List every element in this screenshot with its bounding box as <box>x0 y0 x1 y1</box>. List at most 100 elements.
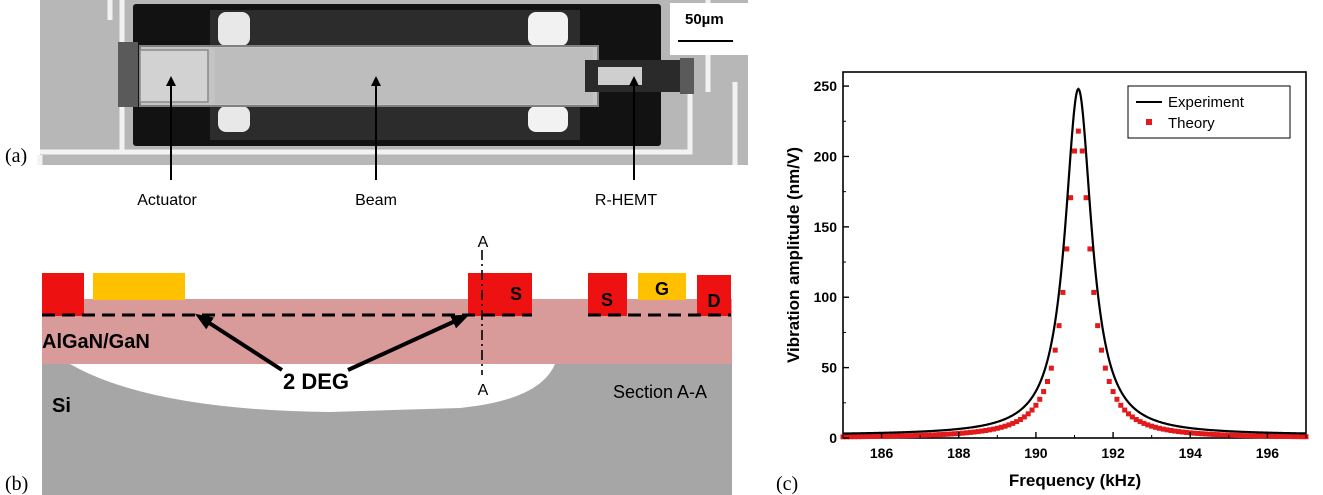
section-drain-contact <box>697 275 731 316</box>
x-tick-label: 188 <box>947 445 971 461</box>
section-gate <box>638 273 686 300</box>
theory-point <box>1168 427 1174 433</box>
theory-point <box>867 433 873 439</box>
cavity-glow-lower <box>210 105 580 140</box>
theory-point <box>1048 365 1054 371</box>
theory-point <box>994 425 1000 431</box>
theory-point <box>1133 416 1139 422</box>
theory-point <box>855 434 861 440</box>
theory-point <box>852 434 858 440</box>
theory-point <box>1075 128 1081 134</box>
panel-b: (b) A A S AlGaN/GaN Si 2 DEG S G D Secti… <box>5 234 732 495</box>
theory-point <box>1126 411 1132 417</box>
theory-point <box>1153 424 1159 430</box>
theory-point <box>848 434 854 440</box>
algan-label: AlGaN/GaN <box>42 331 150 353</box>
x-tick-label: 196 <box>1256 445 1280 461</box>
theory-point <box>906 433 912 439</box>
experiment-line <box>842 87 1307 435</box>
theory-point <box>1002 423 1008 429</box>
theory-point <box>1210 431 1216 437</box>
theory-point <box>925 432 931 438</box>
left-contacts <box>118 42 138 107</box>
theory-point <box>998 424 1004 430</box>
theory-point <box>1122 407 1128 413</box>
theory-point <box>1010 420 1016 426</box>
section-source-label: S <box>601 290 613 310</box>
theory-point <box>1199 431 1205 437</box>
y-tick-label: 200 <box>814 148 838 164</box>
bright-spot-left-bottom <box>218 106 250 132</box>
theory-point <box>1288 434 1294 440</box>
theory-point <box>1172 428 1178 434</box>
theory-point <box>921 432 927 438</box>
right-contacts <box>680 58 694 94</box>
tick-layer: 186 188 190 192 194 196 0 50 100 150 200 250 <box>814 78 1307 461</box>
source-contact <box>468 273 532 316</box>
theory-point <box>1299 434 1305 440</box>
panel-a: (a) 50µm <box>5 0 748 209</box>
theory-point <box>1237 433 1243 439</box>
x-tick-label: 190 <box>1024 445 1048 461</box>
theory-point <box>1183 429 1189 435</box>
theory-point <box>1180 429 1186 435</box>
left-contact <box>42 273 84 316</box>
section-drain-label: D <box>708 291 721 311</box>
theory-point <box>1052 347 1058 353</box>
theory-point <box>1006 422 1012 428</box>
actuator-electrode <box>93 273 185 300</box>
panel-b-label: (b) <box>5 473 28 495</box>
section-label-bottom: A <box>478 382 489 399</box>
theory-point <box>859 434 865 440</box>
theory-point <box>1156 425 1162 431</box>
theory-point <box>1037 396 1043 402</box>
theory-point <box>898 433 904 439</box>
section-aa: S G D Section A-A <box>588 273 731 402</box>
theory-point <box>894 433 900 439</box>
theory-point <box>936 432 942 438</box>
theory-point <box>1114 396 1120 402</box>
theory-point <box>1176 429 1182 435</box>
theory-point <box>1160 426 1166 432</box>
rhemt-label: R-HEMT <box>595 192 657 209</box>
released-cavity <box>70 364 555 412</box>
theory-point <box>952 431 958 437</box>
bright-spot-right-bottom <box>528 106 568 132</box>
theory-point <box>944 431 950 437</box>
theory-point <box>1029 407 1035 413</box>
section-caption: Section A-A <box>613 382 707 402</box>
actuator-pad <box>139 49 209 103</box>
theory-point <box>1079 148 1085 154</box>
theory-point <box>1249 433 1255 439</box>
theory-point <box>1276 433 1282 439</box>
theory-point <box>1025 411 1031 417</box>
theory-point <box>1091 289 1097 295</box>
legend-theory-label: Theory <box>1168 115 1215 132</box>
theory-point <box>1230 432 1236 438</box>
theory-point <box>890 433 896 439</box>
theory-point <box>971 429 977 435</box>
theory-point <box>1056 323 1062 329</box>
theory-point <box>1110 389 1116 395</box>
legend-theory-marker <box>1146 119 1152 125</box>
deg-arrow-left <box>194 313 284 372</box>
actuator-label: Actuator <box>137 192 197 209</box>
theory-point <box>1064 246 1070 252</box>
theory-point <box>1017 416 1023 422</box>
theory-point <box>886 433 892 439</box>
section-label-top: A <box>478 234 489 251</box>
theory-point <box>1095 323 1101 329</box>
rhemt-gate <box>598 67 642 85</box>
y-tick-label: 50 <box>821 360 837 376</box>
theory-point <box>1145 422 1151 428</box>
section-source-contact <box>588 273 627 316</box>
deg-arrow-right <box>347 314 470 372</box>
theory-point <box>1234 432 1240 438</box>
theory-point <box>1261 433 1267 439</box>
theory-point <box>1268 433 1274 439</box>
theory-point <box>1072 148 1077 154</box>
theory-point <box>1044 379 1050 385</box>
theory-point <box>1068 195 1074 201</box>
theory-point <box>1106 379 1112 385</box>
theory-point <box>975 429 981 435</box>
